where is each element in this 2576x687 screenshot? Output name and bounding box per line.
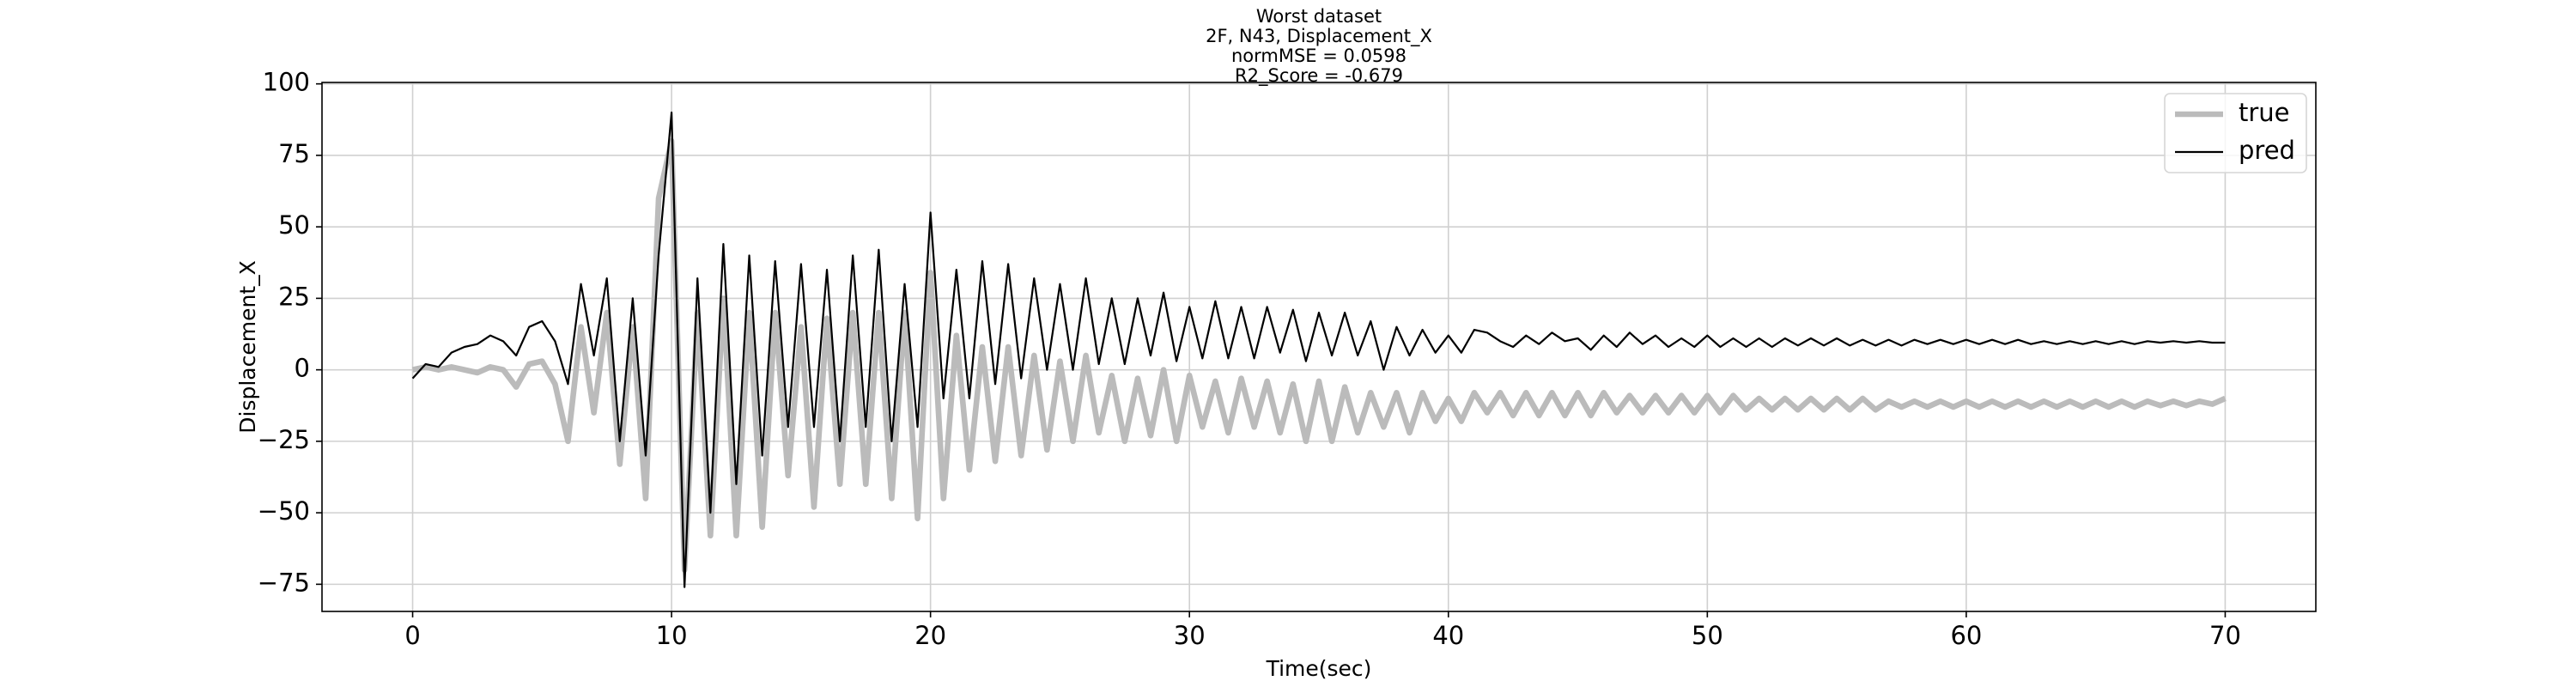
x-tick-label: 10: [656, 621, 688, 650]
chart-title: 2F, N43, Displacement_X: [1206, 26, 1432, 47]
y-tick-label: −50: [258, 496, 310, 526]
x-tick-label: 60: [1950, 621, 1982, 650]
y-tick-label: 100: [263, 68, 310, 97]
x-tick-label: 30: [1174, 621, 1206, 650]
plot-frame: [321, 82, 2317, 612]
x-tick-label: 40: [1432, 621, 1464, 650]
y-tick-label: −75: [258, 568, 310, 597]
x-tick-label: 0: [404, 621, 420, 650]
series-line: [411, 111, 2226, 588]
legend-label: true: [2239, 98, 2290, 127]
y-tick-label: 0: [295, 354, 310, 383]
chart-title: R2_Score = -0.679: [1235, 65, 1403, 87]
x-tick-label: 70: [2209, 621, 2241, 650]
y-tick-label: 75: [278, 139, 310, 168]
x-tick-label: 20: [914, 621, 946, 650]
y-tick-label: 25: [278, 282, 310, 311]
y-tick-label: 50: [278, 210, 310, 240]
series-line: [411, 137, 2227, 574]
chart-title: normMSE = 0.0598: [1231, 46, 1406, 66]
legend-label: pred: [2239, 136, 2295, 165]
x-tick-label: 50: [1692, 621, 1723, 650]
x-axis-label: Time(sec): [1266, 656, 1372, 681]
y-tick-label: −25: [258, 425, 310, 454]
y-axis-label: Displacement_X: [235, 260, 260, 434]
chart-title: Worst dataset: [1256, 6, 1382, 27]
